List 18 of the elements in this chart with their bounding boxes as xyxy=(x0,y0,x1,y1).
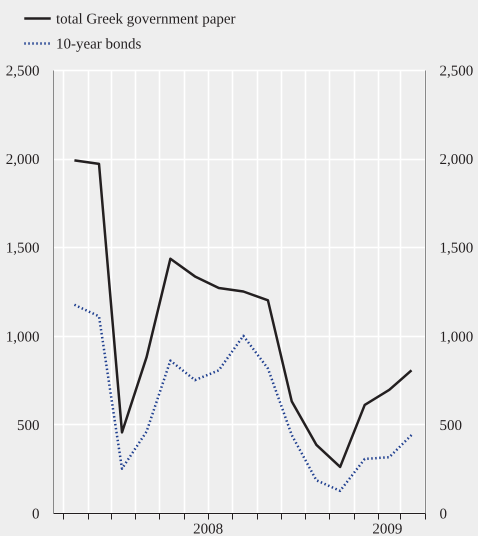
y2-tick-label: 1,000 xyxy=(440,329,474,346)
x-tick-label: 2009 xyxy=(372,522,402,538)
y2-tick-label: 0 xyxy=(440,506,447,522)
y-tick-label: 2,500 xyxy=(6,64,40,80)
y2-tick-label: 500 xyxy=(440,418,462,434)
x-tick-label: 2008 xyxy=(193,522,224,538)
y2-tick-label: 2,500 xyxy=(440,64,474,80)
y-tick-label: 500 xyxy=(17,418,40,434)
y-tick-label: 2,000 xyxy=(6,152,40,168)
legend-label: total Greek government paper xyxy=(56,12,236,28)
y2-tick-label: 1,500 xyxy=(440,240,474,257)
line-series xyxy=(73,159,413,468)
legend-label: 10-year bonds xyxy=(56,36,142,52)
line-series xyxy=(73,304,413,492)
y-tick-label: 0 xyxy=(32,506,40,522)
y-tick-label: 1,500 xyxy=(6,240,40,257)
y-tick-label: 1,000 xyxy=(6,329,40,346)
y2-tick-label: 2,000 xyxy=(440,152,474,168)
